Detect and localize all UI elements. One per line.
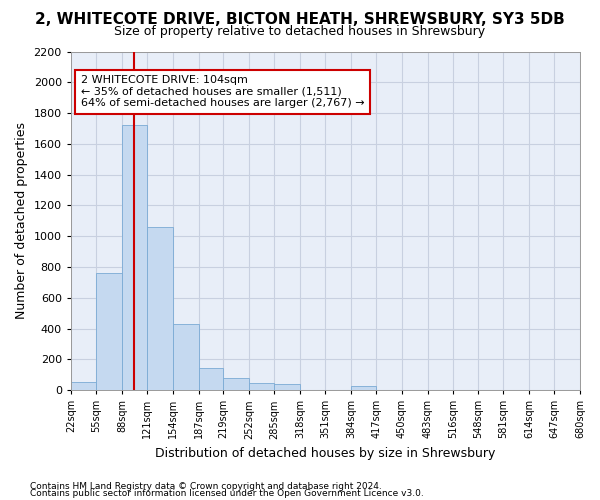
Bar [274, 384, 300, 390]
Text: Size of property relative to detached houses in Shrewsbury: Size of property relative to detached ho… [115, 25, 485, 38]
Text: Contains HM Land Registry data © Crown copyright and database right 2024.: Contains HM Land Registry data © Crown c… [30, 482, 382, 491]
X-axis label: Distribution of detached houses by size in Shrewsbury: Distribution of detached houses by size … [155, 447, 496, 460]
Bar [249, 383, 274, 390]
Bar [351, 386, 376, 390]
Bar [122, 126, 148, 390]
Bar [199, 368, 223, 390]
Y-axis label: Number of detached properties: Number of detached properties [15, 122, 28, 320]
Text: Contains public sector information licensed under the Open Government Licence v3: Contains public sector information licen… [30, 490, 424, 498]
Bar [97, 273, 122, 390]
Bar [223, 378, 249, 390]
Bar [173, 324, 199, 390]
Bar [148, 227, 173, 390]
Text: 2 WHITECOTE DRIVE: 104sqm
← 35% of detached houses are smaller (1,511)
64% of se: 2 WHITECOTE DRIVE: 104sqm ← 35% of detac… [81, 75, 365, 108]
Bar [71, 382, 97, 390]
Text: 2, WHITECOTE DRIVE, BICTON HEATH, SHREWSBURY, SY3 5DB: 2, WHITECOTE DRIVE, BICTON HEATH, SHREWS… [35, 12, 565, 28]
